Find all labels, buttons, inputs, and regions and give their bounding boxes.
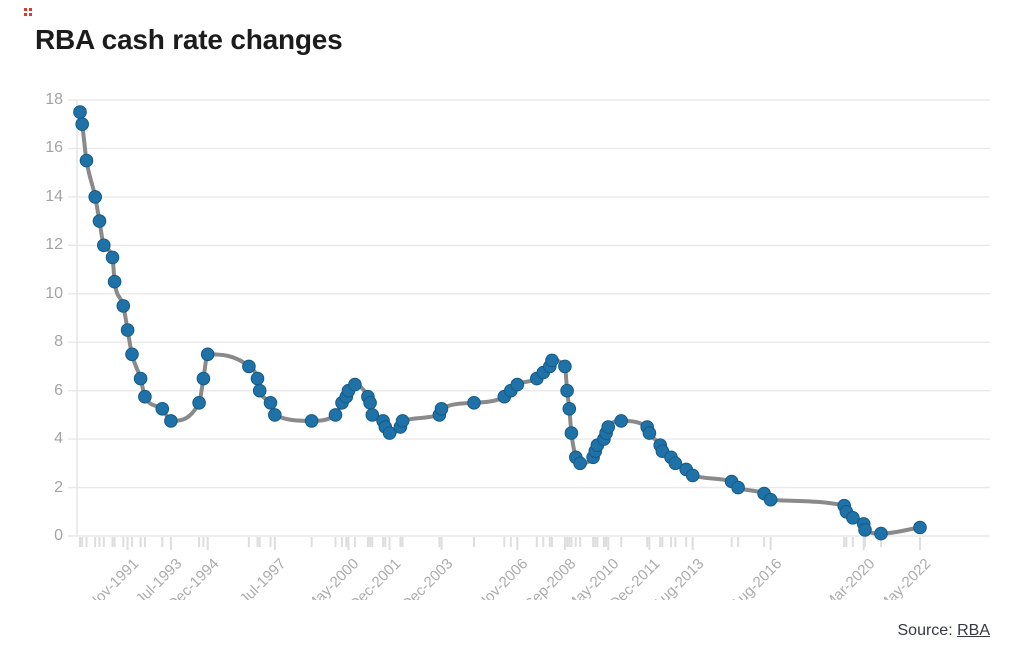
data-point-Jan-1990 [73, 105, 87, 119]
data-point-Dec-1996 [252, 383, 267, 398]
y-axis-label-18: 18 [45, 91, 63, 108]
data-point-Feb-1990 [75, 117, 89, 131]
data-point-May-2022 [913, 520, 927, 535]
data-point-Dec-2012 [668, 456, 683, 471]
y-axis-label-4: 4 [54, 430, 63, 448]
data-point-Nov-1996 [250, 371, 265, 386]
data-point-Mar-2020 [858, 523, 872, 537]
source-line: Source: RBA [898, 622, 991, 640]
chart-plot-area: 0 2 4 6 8 10 12 14 16 18 Nov-1991 Jul-1993 Dec-1994 J… [45, 91, 990, 600]
data-point-Dec-1994 [200, 347, 215, 362]
data-point-Oct-1994 [196, 371, 211, 386]
chart-title: RBA cash rate changes [35, 24, 343, 55]
data-point-Nov-2008 [562, 402, 577, 416]
data-point-Jan-1992 [125, 347, 139, 362]
data-point-Mar-2008 [545, 353, 559, 368]
data-point-Mar-1993 [155, 402, 170, 416]
data-point-Oct-1990 [92, 214, 107, 228]
data-point-Sep-2008 [558, 359, 572, 374]
data-point-Jul-1993 [164, 414, 178, 428]
y-axis-label-16: 16 [45, 139, 63, 157]
data-point-Apr-2009 [573, 456, 587, 471]
data-point-Dec-2001 [382, 426, 397, 440]
data-point-May-2010 [601, 420, 616, 434]
data-point-Mar-2001 [363, 396, 377, 410]
data-point-Aug-2016 [763, 492, 778, 507]
data-point-Nov-2020 [874, 526, 888, 541]
data-point-Dec-1990 [97, 238, 111, 253]
data-point-Oct-2008 [560, 383, 574, 398]
data-point-Jun-2002 [395, 414, 410, 428]
data-point-Nov-2006 [510, 377, 525, 392]
data-point-Aug-2000 [348, 377, 362, 392]
data-point-May-2015 [731, 480, 745, 495]
y-axis-label-2: 2 [54, 478, 63, 496]
data-point-Dec-2011 [642, 426, 657, 440]
data-point-Dec-2003 [434, 402, 449, 416]
data-point-Oct-2019 [846, 511, 860, 525]
line-chart-svg [68, 99, 990, 550]
source-link[interactable]: RBA [957, 622, 990, 639]
source-prefix: Source: [897, 622, 958, 639]
red-dots-icon [24, 8, 27, 11]
y-axis-label-12: 12 [45, 236, 63, 254]
data-point-Dec-1998 [304, 414, 319, 428]
data-point-Apr-2001 [365, 408, 380, 422]
data-point-May-1991 [107, 274, 122, 289]
data-point-Jul-1992 [138, 389, 152, 404]
data-point-Nov-1999 [328, 408, 343, 422]
data-point-Aug-2013 [685, 468, 700, 483]
data-point-Nov-2010 [614, 414, 629, 428]
data-point-May-1992 [133, 371, 148, 386]
data-point-May-1997 [263, 396, 278, 410]
data-point-Sep-1991 [116, 299, 131, 313]
data-point-Jul-1997 [268, 408, 282, 422]
data-point-Mar-2005 [467, 396, 481, 410]
data-point-Nov-1991 [120, 323, 135, 337]
data-point-Apr-1991 [105, 250, 120, 265]
data-point-Dec-2008 [564, 426, 579, 440]
data-point-Aug-1990 [88, 190, 102, 204]
data-point-Jul-1996 [242, 359, 256, 374]
y-axis-label-14: 14 [45, 187, 63, 205]
rate-line [78, 111, 921, 536]
data-point-Aug-1994 [192, 396, 206, 410]
data-point-Apr-1990 [79, 153, 94, 168]
y-axis-label-10: 10 [45, 284, 63, 302]
y-axis-label-0: 0 [54, 527, 63, 544]
y-axis-label-8: 8 [54, 333, 63, 351]
y-axis-label-6: 6 [54, 381, 63, 399]
